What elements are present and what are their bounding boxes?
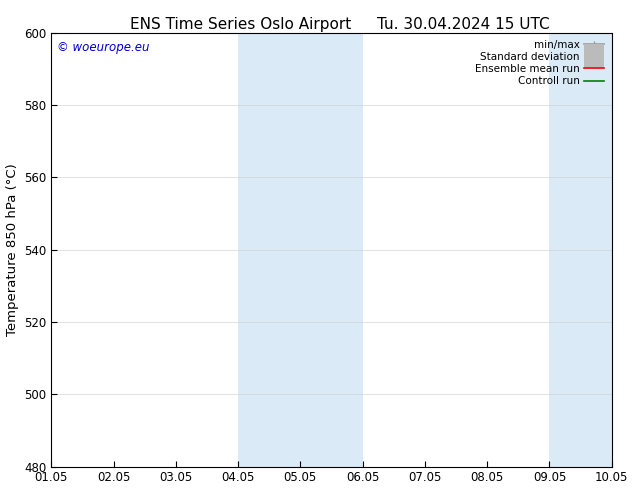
Text: © woeurope.eu: © woeurope.eu xyxy=(57,41,150,54)
Y-axis label: Temperature 850 hPa (°C): Temperature 850 hPa (°C) xyxy=(6,163,18,336)
Legend: min/max, Standard deviation, Ensemble mean run, Controll run: min/max, Standard deviation, Ensemble me… xyxy=(470,36,609,90)
Bar xyxy=(238,33,363,466)
Text: Tu. 30.04.2024 15 UTC: Tu. 30.04.2024 15 UTC xyxy=(377,17,549,32)
Text: ENS Time Series Oslo Airport: ENS Time Series Oslo Airport xyxy=(131,17,351,32)
Bar xyxy=(550,33,634,466)
